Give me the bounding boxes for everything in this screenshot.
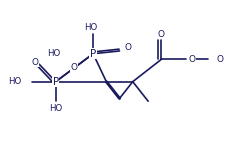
Text: P: P xyxy=(90,49,96,59)
Text: O: O xyxy=(216,55,223,64)
Text: O: O xyxy=(189,55,196,64)
Text: O: O xyxy=(125,43,132,52)
Text: HO: HO xyxy=(84,23,98,32)
Text: HO: HO xyxy=(49,104,62,113)
Text: HO: HO xyxy=(8,77,22,86)
Text: O: O xyxy=(71,63,78,72)
Text: O: O xyxy=(31,58,38,67)
Text: O: O xyxy=(158,30,165,39)
Text: P: P xyxy=(53,77,59,87)
Text: HO: HO xyxy=(47,49,60,58)
